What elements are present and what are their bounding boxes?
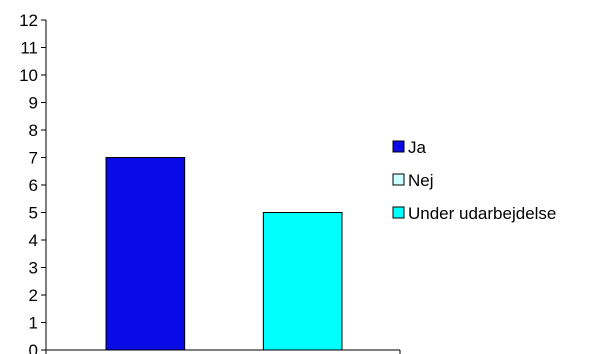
y-tick-label: 7 — [29, 149, 38, 168]
y-tick-label: 10 — [19, 66, 38, 85]
y-tick-label: 4 — [29, 231, 38, 250]
bars — [105, 157, 343, 351]
legend-label: Nej — [408, 171, 434, 190]
x-axis — [45, 349, 401, 354]
legend-swatch — [392, 206, 405, 219]
legend-swatch — [392, 140, 405, 153]
y-tick-label: 9 — [29, 94, 38, 113]
legend: Ja Nej Under udarbejdelse — [392, 138, 556, 223]
y-tick-label: 3 — [29, 259, 38, 278]
legend-swatch — [392, 173, 405, 186]
bar-ja — [105, 157, 186, 351]
y-tick-label: 12 — [19, 11, 38, 30]
y-tick-label: 0 — [29, 341, 38, 354]
bar-under-udarbejdelse — [262, 212, 343, 351]
y-tick-label: 6 — [29, 176, 38, 195]
y-tick-label: 8 — [29, 121, 38, 140]
y-tick-label: 1 — [29, 314, 38, 333]
legend-label: Under udarbejdelse — [408, 204, 556, 223]
legend-label: Ja — [408, 138, 427, 157]
y-tick-label: 11 — [20, 39, 38, 58]
y-tick-label: 5 — [29, 204, 38, 223]
y-tick-label: 2 — [29, 286, 38, 305]
